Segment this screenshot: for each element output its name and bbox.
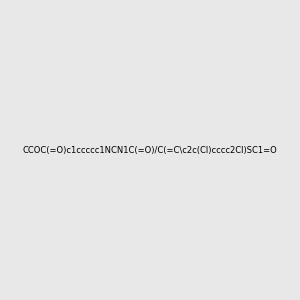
Text: CCOC(=O)c1ccccc1NCN1C(=O)/C(=C\c2c(Cl)cccc2Cl)SC1=O: CCOC(=O)c1ccccc1NCN1C(=O)/C(=C\c2c(Cl)cc…: [22, 146, 278, 154]
